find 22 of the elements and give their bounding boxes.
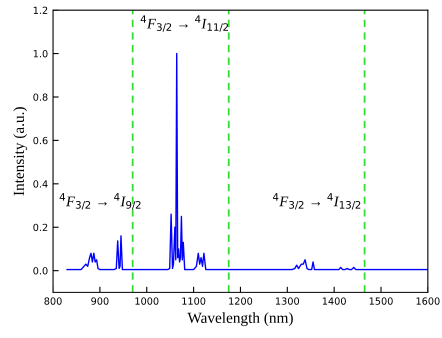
y-tick-label: 0.4 [33, 180, 48, 188]
x-tick-label: 1000 [135, 297, 158, 305]
y-tick-label: 0.2 [33, 224, 48, 232]
y-tick-label: 1.2 [34, 6, 48, 14]
y-axis-title: Intensity (a.u.) [13, 107, 28, 196]
x-tick-label: 1500 [370, 297, 393, 305]
annotation: $^{4}$F$_{3/2}$ → $^{4}$I$_{11/2}$ [140, 15, 228, 32]
x-tick-label: 1300 [276, 297, 300, 305]
x-tick-label: 800 [44, 297, 62, 305]
annotation: $^{4}$F$_{3/2}$ → $^{4}$I$_{13/2}$ [272, 193, 360, 210]
y-tick-label: 0.6 [33, 136, 48, 144]
annotation: $^{4}$F$_{3/2}$ → $^{4}$I$_{9/2}$ [60, 193, 141, 210]
x-axis-title: Wavelength (nm) [187, 312, 293, 326]
y-tick-label: 0.0 [33, 267, 48, 274]
x-tick-label: 1400 [322, 297, 346, 305]
line-series [66, 52, 428, 270]
x-tick-label: 1100 [182, 297, 206, 305]
y-tick-label: 1.0 [34, 50, 48, 58]
x-tick-label: 900 [91, 297, 109, 305]
x-tick-label: 1600 [416, 297, 440, 305]
x-tick-label: 1200 [229, 297, 252, 305]
y-tick-label: 0.8 [33, 93, 48, 101]
